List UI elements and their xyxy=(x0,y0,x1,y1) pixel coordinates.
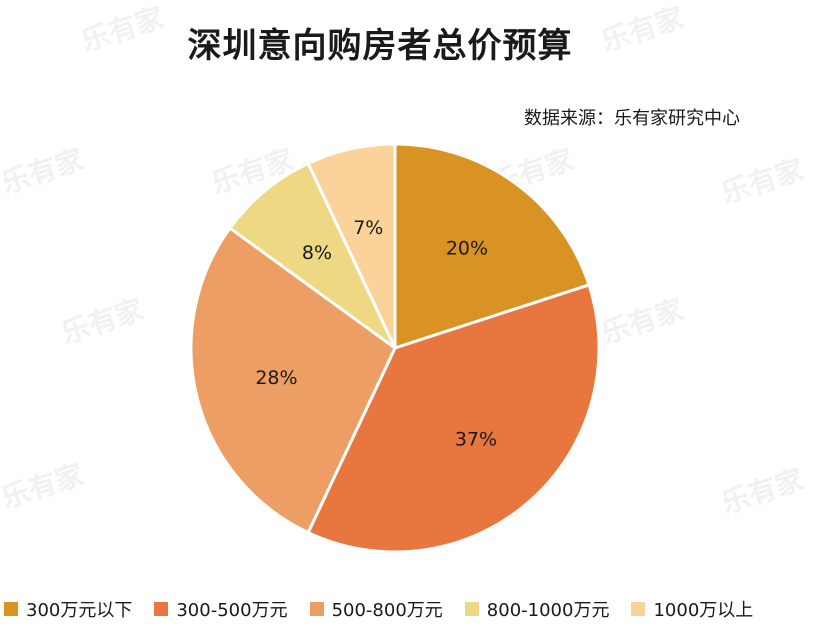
legend-item: 300-500万元 xyxy=(154,596,288,622)
pie-slices xyxy=(189,142,601,554)
pie-slice-label: 20% xyxy=(446,237,488,259)
legend-item: 1000万以上 xyxy=(631,596,753,622)
pie-slice-label: 7% xyxy=(353,217,383,239)
chart-legend: 300万元以下 300-500万元 500-800万元 800-1000万元 1000万… xyxy=(4,596,775,622)
legend-swatch xyxy=(631,602,646,616)
data-source: 数据来源：乐有家研究中心 xyxy=(524,108,740,129)
legend-swatch xyxy=(464,602,479,616)
legend-swatch xyxy=(309,602,324,616)
chart-title: 深圳意向购房者总价预算 xyxy=(187,26,573,66)
legend-swatch xyxy=(154,602,169,616)
legend-item: 300万元以下 xyxy=(4,596,132,622)
legend-label: 300-500万元 xyxy=(176,600,288,621)
pie-chart: 20% 37% 28% 8% 7% xyxy=(189,142,601,554)
pie-slice xyxy=(306,142,397,350)
pie-slice xyxy=(306,283,601,554)
pie-slice-label: 8% xyxy=(302,242,332,264)
legend-item: 500-800万元 xyxy=(309,596,443,622)
pie-slice-labels: 20% 37% 28% 8% 7% xyxy=(255,217,497,450)
pie-slice xyxy=(228,161,397,350)
pie-slice-label: 37% xyxy=(455,428,497,450)
legend-label: 300万元以下 xyxy=(26,600,133,621)
legend-label: 500-800万元 xyxy=(331,600,443,621)
pie-slice xyxy=(393,142,591,350)
legend-label: 1000万以上 xyxy=(653,600,754,621)
pie-slice xyxy=(189,226,397,535)
pie-slice-label: 28% xyxy=(255,367,297,389)
legend-item: 800-1000万元 xyxy=(464,596,610,622)
legend-label: 800-1000万元 xyxy=(486,600,610,621)
legend-swatch xyxy=(4,602,18,616)
